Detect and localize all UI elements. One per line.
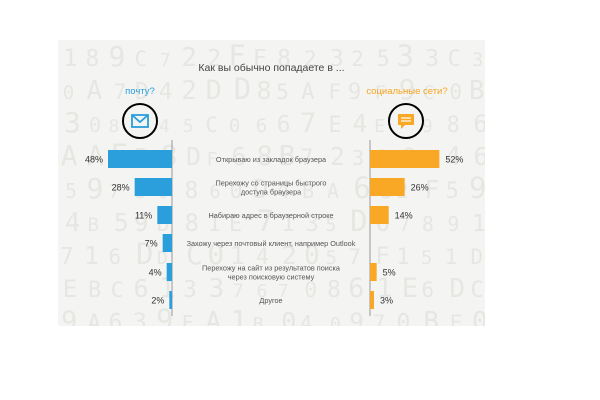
value-label-social-0: 52%: [445, 155, 463, 165]
bar-mail-2: [157, 206, 172, 224]
bar-mail-1: [134, 178, 172, 196]
category-label-4-1: через поисковую систему: [228, 273, 315, 282]
speech-bubble-icon: [388, 103, 424, 139]
category-label-2-0: Набираю адрес в браузерной строке: [208, 211, 333, 220]
category-label-4-0: Перехожу на сайт из результатов поиска: [202, 264, 341, 273]
category-label-0-0: Открываю из закладок браузера: [216, 155, 327, 164]
bar-mail-0: [108, 150, 172, 168]
bar-mail-4: [166, 263, 172, 281]
value-label-mail-3: 7%: [145, 239, 158, 249]
value-label-social-4: 5%: [383, 268, 396, 278]
value-label-mail-0: 48%: [85, 155, 103, 165]
bar-mail-3: [162, 234, 172, 252]
value-label-mail-2: 11%: [135, 211, 152, 221]
value-label-mail-4: 4%: [149, 268, 162, 278]
bar-social-4: [370, 263, 377, 281]
chart-title: Как вы обычно попадаете в ...: [198, 62, 345, 74]
value-label-mail-5: 2%: [151, 296, 164, 306]
bar-mail-5: [169, 291, 172, 309]
category-label-1-1: доступа браузера: [241, 188, 302, 197]
bar-social-5: [370, 291, 374, 309]
legend-social: социальные сети?: [366, 86, 448, 97]
category-label-1-0: Перехожу со страницы быстрого: [215, 179, 326, 188]
legend-mail: почту?: [125, 86, 155, 97]
value-label-social-2: 14%: [395, 211, 413, 221]
category-label-5-0: Другое: [259, 296, 282, 305]
bar-social-1: [370, 178, 405, 196]
bar-social-0: [370, 150, 440, 168]
envelope-icon: [122, 103, 158, 139]
bar-social-2: [370, 206, 389, 224]
category-label-3-0: Захожу через почтовый клиент, например O…: [187, 239, 356, 248]
value-label-social-1: 26%: [411, 183, 429, 193]
value-label-social-5: 3%: [380, 296, 393, 306]
value-label-mail-1: 28%: [112, 183, 130, 193]
